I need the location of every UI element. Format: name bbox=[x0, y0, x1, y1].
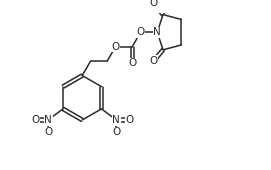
Text: O: O bbox=[125, 115, 133, 125]
Text: O: O bbox=[128, 58, 136, 68]
Text: N: N bbox=[112, 115, 120, 125]
Text: N: N bbox=[153, 27, 161, 37]
Text: O: O bbox=[111, 42, 120, 52]
Text: O: O bbox=[137, 27, 145, 37]
Text: O: O bbox=[44, 127, 52, 137]
Text: O: O bbox=[112, 127, 120, 137]
Text: O: O bbox=[31, 115, 39, 125]
Text: O: O bbox=[150, 56, 158, 66]
Text: O: O bbox=[150, 0, 158, 8]
Text: N: N bbox=[44, 115, 52, 125]
